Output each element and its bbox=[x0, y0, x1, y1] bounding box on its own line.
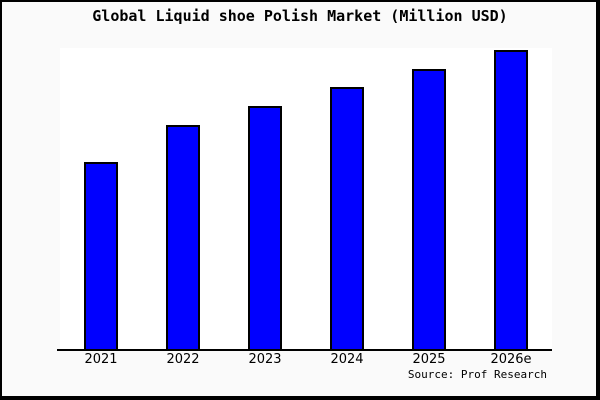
bar-slot bbox=[388, 48, 470, 349]
bar-slot bbox=[470, 48, 552, 349]
x-tick-label-2025: 2025 bbox=[412, 352, 446, 367]
bar-2022 bbox=[166, 125, 200, 349]
bar-2021 bbox=[84, 162, 118, 349]
bar-slot bbox=[60, 48, 142, 349]
x-axis-labels: 2021 2022 2023 2024 2025 2026e bbox=[60, 352, 552, 367]
x-tick-label-2021: 2021 bbox=[84, 352, 118, 367]
plot-area bbox=[60, 48, 552, 349]
x-axis-line bbox=[57, 349, 552, 351]
x-tick-label-2024: 2024 bbox=[330, 352, 364, 367]
x-tick-label-2026e: 2026e bbox=[490, 352, 532, 367]
source-note: Source: Prof Research bbox=[407, 368, 547, 381]
x-tick-label-2022: 2022 bbox=[166, 352, 200, 367]
chart-title: Global Liquid shoe Polish Market (Millio… bbox=[92, 7, 508, 25]
bar-2024 bbox=[330, 87, 364, 349]
bar-slot bbox=[142, 48, 224, 349]
bar-slot bbox=[306, 48, 388, 349]
bar-2023 bbox=[248, 106, 282, 349]
bar-slot bbox=[224, 48, 306, 349]
bars-container bbox=[60, 48, 552, 349]
bar-2025 bbox=[412, 69, 446, 349]
bar-2026e bbox=[494, 50, 528, 349]
x-tick-label-2023: 2023 bbox=[248, 352, 282, 367]
